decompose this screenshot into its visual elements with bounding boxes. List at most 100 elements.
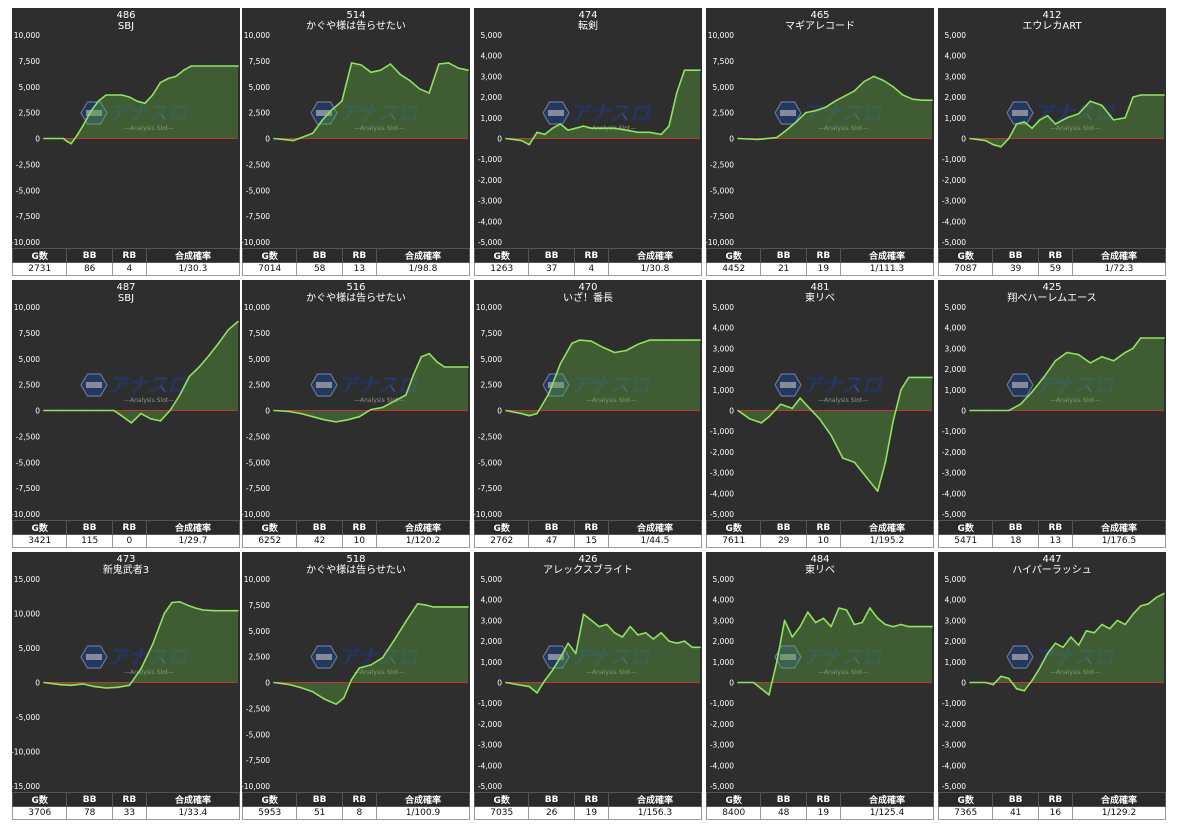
stats-header: RB bbox=[1037, 792, 1073, 807]
y-tick-label: 7,500 bbox=[481, 329, 503, 338]
y-tick-label: 2,500 bbox=[249, 381, 271, 390]
data-point bbox=[323, 698, 326, 700]
data-point bbox=[217, 342, 220, 344]
stats-header: 合成確率 bbox=[1071, 520, 1167, 535]
machine-number: 484 bbox=[810, 554, 830, 565]
data-point bbox=[578, 339, 581, 341]
data-point bbox=[43, 409, 45, 412]
stats-value: 59 bbox=[1037, 262, 1073, 276]
data-point bbox=[70, 142, 72, 145]
stats-header: BB bbox=[528, 520, 575, 535]
machine-panel: 10,000 7,500 5,000 2,500 0 -2,500 -5,000 -7,500… bbox=[241, 8, 471, 276]
y-tick-label: -2,500 bbox=[246, 704, 270, 713]
data-point bbox=[358, 415, 361, 418]
data-point bbox=[213, 609, 216, 612]
data-point bbox=[432, 606, 434, 608]
y-tick-label: -3,000 bbox=[710, 741, 734, 750]
area-fill bbox=[970, 338, 1164, 411]
data-point bbox=[447, 62, 450, 64]
stats-value: 1/156.3 bbox=[607, 806, 703, 820]
y-tick-label: -2,000 bbox=[710, 720, 734, 729]
data-point bbox=[822, 617, 825, 620]
data-point bbox=[915, 376, 918, 379]
data-point bbox=[273, 681, 275, 684]
chart-svg: 5,000 4,000 3,000 2,000 1,000 0 -1,000 -2,000 -3… bbox=[478, 31, 701, 247]
data-point bbox=[863, 80, 865, 83]
data-point bbox=[869, 607, 871, 609]
data-point bbox=[1000, 146, 1002, 148]
data-point bbox=[748, 418, 751, 420]
data-point bbox=[582, 613, 585, 615]
data-point bbox=[931, 376, 933, 379]
y-tick-label: 1,000 bbox=[945, 114, 967, 123]
y-tick-label: 5,000 bbox=[481, 355, 503, 364]
data-point bbox=[876, 617, 879, 620]
data-point bbox=[807, 611, 809, 613]
y-tick-label: -3,000 bbox=[710, 469, 734, 478]
hexagon-logo-icon bbox=[80, 373, 108, 397]
data-point bbox=[405, 394, 407, 396]
stats-value: 7087 bbox=[937, 262, 994, 276]
machine-number: 465 bbox=[810, 10, 830, 21]
stats-value: 1/29.7 bbox=[145, 534, 241, 548]
data-point bbox=[457, 67, 460, 69]
data-point bbox=[399, 73, 401, 76]
stats-table: G数 BB RB 合成確率 3706 78 33 1/33.4 bbox=[11, 792, 241, 820]
data-point bbox=[97, 100, 100, 102]
stats-value: 1/98.8 bbox=[375, 262, 471, 276]
data-point bbox=[779, 403, 782, 406]
data-point bbox=[412, 373, 415, 376]
watermark-tagline: —Analysis Slot— bbox=[1050, 125, 1100, 132]
stats-table: G数 BB RB 合成確率 5471 18 13 1/176.5 bbox=[937, 520, 1167, 548]
data-point bbox=[544, 679, 546, 682]
data-point bbox=[438, 63, 440, 65]
data-point bbox=[1155, 94, 1157, 96]
stats-table: G数 BB RB 合成確率 5953 51 8 1/100.9 bbox=[241, 792, 471, 820]
data-point bbox=[1089, 100, 1092, 102]
y-tick-label: -4,000 bbox=[710, 761, 734, 770]
data-point bbox=[1031, 679, 1033, 682]
data-point bbox=[202, 609, 204, 611]
data-point bbox=[602, 346, 604, 349]
chart-svg: 5,000 4,000 3,000 2,000 1,000 0 -1,000 -2,000 -3… bbox=[942, 575, 1165, 791]
y-tick-label: 10,000 bbox=[244, 575, 270, 584]
y-tick-label: -5,000 bbox=[942, 510, 966, 519]
slump-chart: 5,000 4,000 3,000 2,000 1,000 0 -1,000 -2,000 -3… bbox=[938, 280, 1166, 520]
data-point bbox=[853, 90, 856, 92]
stats-table: G数 BB RB 合成確率 7035 26 19 1/156.3 bbox=[473, 792, 703, 820]
area-fill bbox=[274, 62, 468, 141]
data-point bbox=[331, 108, 333, 111]
y-tick-label: 10,000 bbox=[244, 31, 270, 40]
y-tick-label: -5,000 bbox=[942, 782, 966, 791]
stats-value: 7611 bbox=[705, 534, 762, 548]
data-point bbox=[900, 623, 902, 626]
data-point bbox=[1163, 337, 1165, 339]
area-fill bbox=[44, 601, 238, 688]
y-tick-label: -7,500 bbox=[478, 484, 502, 493]
stats-value: 26 bbox=[528, 806, 575, 820]
data-point bbox=[1077, 353, 1080, 356]
data-point bbox=[89, 110, 92, 113]
watermark-tagline: —Analysis Slot— bbox=[354, 397, 404, 404]
stats-header: BB bbox=[760, 248, 807, 263]
data-point bbox=[984, 681, 987, 684]
data-point bbox=[229, 65, 231, 67]
machine-name: マギアレコード bbox=[785, 21, 855, 32]
y-tick-label: 7,500 bbox=[249, 329, 271, 338]
data-point bbox=[505, 137, 507, 140]
y-tick-label: 0 bbox=[35, 135, 40, 144]
data-point bbox=[760, 422, 763, 424]
data-point bbox=[683, 339, 686, 341]
data-point bbox=[551, 127, 554, 129]
data-point bbox=[853, 461, 856, 464]
data-point bbox=[140, 412, 142, 415]
machine-panel: 5,000 4,000 3,000 2,000 1,000 0 -1,000 -2,000 -3… bbox=[937, 280, 1167, 548]
stats-header: G数 bbox=[241, 248, 298, 263]
y-tick-label: 5,000 bbox=[19, 83, 41, 92]
stats-table: G数 BB RB 合成確率 1263 37 4 1/30.8 bbox=[473, 248, 703, 276]
data-point bbox=[613, 632, 616, 634]
watermark-brand: アナスロ bbox=[570, 373, 652, 397]
data-point bbox=[1046, 652, 1049, 655]
y-tick-label: 4,000 bbox=[945, 52, 967, 61]
machine-panel: 5,000 4,000 3,000 2,000 1,000 0 -1,000 -2,000 -3… bbox=[937, 8, 1167, 276]
